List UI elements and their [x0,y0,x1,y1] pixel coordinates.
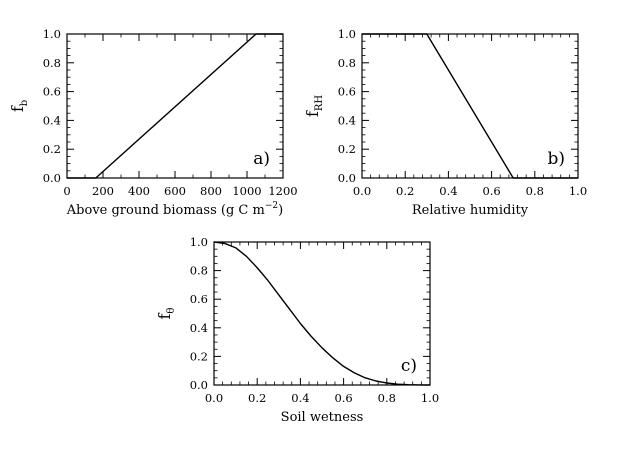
series-line [67,33,283,179]
y-axis-label: fb [8,100,30,112]
y-tick-label: 0.2 [43,142,61,156]
y-tick-label: 0.0 [338,171,356,185]
x-tick-label: 200 [92,184,114,198]
panel-b: 0.0 0.2 0.4 0.6 0.8 1.0 0.0 0.2 0.4 0.6 0.8 1.0 b) Re… [303,27,587,218]
x-axis-label: Above ground biomass (g C m−2) [66,201,283,218]
x-tick-label: 0.6 [482,184,500,198]
x-tick-label: 0.4 [439,184,457,198]
y-axis-label-text: f [303,110,322,117]
x-axis-label: Relative humidity [412,203,529,218]
x-tick-label: 0.8 [378,391,396,405]
y-axis-label-text: f [155,312,174,319]
x-tick-label: 0 [63,184,70,198]
y-tick-label: 0.4 [43,113,61,127]
y-axis-label: fθ [155,308,177,320]
y-tick-label: 1.0 [338,27,356,41]
y-tick-label: 0.4 [190,321,208,335]
x-axis-label-close: ) [278,203,283,218]
y-axis-label-text: f [8,105,27,112]
x-tick-label: 1200 [268,184,297,198]
series-line [362,33,578,179]
y-tick-label: 0.6 [190,292,208,306]
x-tick-label: 800 [200,184,222,198]
y-tick-label: 1.0 [43,27,61,41]
x-tick-label: 1000 [232,184,261,198]
panel-label: c) [401,356,417,376]
y-tick-label: 0.0 [190,378,208,392]
x-tick-label: 0.2 [396,184,414,198]
y-axis-label-subscript: RH [314,95,325,112]
y-tick-label: 1.0 [190,235,208,249]
y-axis-label: fRH [303,95,325,117]
y-tick-label: 0.2 [338,142,356,156]
x-axis-label-superscript: −2 [265,201,278,211]
y-tick-label: 0.0 [43,171,61,185]
y-axis-label-subscript: θ [166,308,177,314]
y-tick-label: 0.6 [43,85,61,99]
x-axis-label-text: Relative humidity [412,203,529,218]
x-tick-label: 600 [164,184,186,198]
panel-label: b) [547,149,565,169]
x-tick-label: 1.0 [421,391,439,405]
x-tick-label: 400 [128,184,150,198]
panel-a: 0.0 0.2 0.4 0.6 0.8 1.0 0 200 400 600 800 1000 1200 a… [8,27,298,218]
x-tick-label: 0.2 [248,391,266,405]
y-tick-label: 0.4 [338,113,356,127]
panel-label: a) [253,149,270,169]
x-tick-label: 0.8 [526,184,544,198]
x-tick-label: 0.4 [291,391,309,405]
x-tick-label: 0.0 [353,184,371,198]
y-axis-label-subscript: b [19,100,30,106]
y-tick-label: 0.2 [190,349,208,363]
x-tick-label: 0.6 [334,391,352,405]
x-axis-label: Soil wetness [281,410,364,425]
y-tick-label: 0.8 [190,264,208,278]
x-tick-label: 0.0 [205,391,223,405]
y-tick-label: 0.8 [43,56,61,70]
panel-c: 0.0 0.2 0.4 0.6 0.8 1.0 0.0 0.2 0.4 0.6 0.8 1.0 c) So… [155,235,439,425]
series-line [213,241,431,386]
x-axis-label-text: Above ground biomass (g C m [66,203,265,218]
y-tick-label: 0.8 [338,56,356,70]
x-axis-label-text: Soil wetness [281,410,364,425]
plot-frame [213,241,431,386]
x-tick-label: 1.0 [569,184,587,198]
y-tick-label: 0.6 [338,85,356,99]
